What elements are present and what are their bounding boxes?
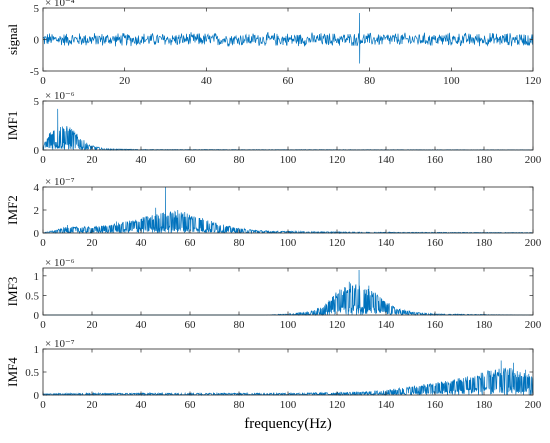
x-tick-label: 160 <box>427 319 444 331</box>
x-tick-label: 80 <box>234 399 246 411</box>
x-tick-label: 80 <box>364 75 376 87</box>
axis-exponent: × 10⁻⁷ <box>45 338 75 350</box>
axis-exponent: × 10⁻⁷ <box>45 176 75 188</box>
y-tick-label: 1 <box>34 344 40 356</box>
x-tick-label: 40 <box>136 154 148 166</box>
x-tick-label: 140 <box>378 154 395 166</box>
x-tick-label: 40 <box>136 399 148 411</box>
x-tick-label: 200 <box>525 154 542 166</box>
x-tick-label: 40 <box>201 75 213 87</box>
y-axis-label: signal <box>5 24 20 55</box>
y-tick-label: 0 <box>34 145 40 157</box>
y-axis-label: IMF2 <box>5 195 20 225</box>
series-line-imf4 <box>42 360 534 397</box>
x-tick-label: 160 <box>427 237 444 249</box>
x-tick-label: 60 <box>283 75 295 87</box>
x-tick-label: 160 <box>427 154 444 166</box>
y-tick-label: 4 <box>34 182 40 194</box>
x-tick-label: 140 <box>378 319 395 331</box>
x-tick-label: 60 <box>185 319 197 331</box>
y-tick-label: 2 <box>34 205 40 217</box>
y-axis-label: IMF3 <box>5 277 20 307</box>
x-tick-label: 180 <box>476 154 493 166</box>
x-tick-label: 60 <box>185 399 197 411</box>
plot-area <box>43 268 533 315</box>
x-tick-label: 40 <box>136 237 148 249</box>
y-axis-label: IMF1 <box>5 111 20 141</box>
x-tick-label: 120 <box>329 237 346 249</box>
x-tick-label: 80 <box>234 319 246 331</box>
x-tick-label: 140 <box>378 399 395 411</box>
x-tick-label: 0 <box>40 154 46 166</box>
y-tick-label: 5 <box>34 96 40 108</box>
panel-imf3: 0 20 40 60 80 100 120 140 160 180 200 0 0.5 1 × 10⁻⁶ IM… <box>5 257 542 331</box>
x-tick-label: 180 <box>476 319 493 331</box>
x-tick-label: 100 <box>443 75 460 87</box>
y-tick-label: -5 <box>30 66 40 78</box>
axis-exponent: × 10⁻⁶ <box>45 90 75 102</box>
x-tick-label: 80 <box>234 154 246 166</box>
y-tick-label: 1 <box>34 271 40 283</box>
x-tick-label: 120 <box>329 154 346 166</box>
x-tick-label: 60 <box>185 237 197 249</box>
y-tick-label: 0 <box>34 390 40 402</box>
x-tick-label: 120 <box>329 319 346 331</box>
x-tick-label: 120 <box>525 75 542 87</box>
x-tick-label: 100 <box>280 237 297 249</box>
x-axis-label: frequency(Hz) <box>244 416 331 432</box>
y-tick-label: 0 <box>34 35 40 47</box>
x-tick-label: 100 <box>280 319 297 331</box>
y-tick-label: 0.5 <box>25 290 39 302</box>
x-tick-label: 180 <box>476 237 493 249</box>
x-tick-label: 100 <box>280 399 297 411</box>
panel-imf1: 0 20 40 60 80 100 120 140 160 180 200 0 5 × 10⁻⁶ IMF1 <box>5 90 542 166</box>
y-tick-label: 0 <box>34 310 40 322</box>
x-tick-label: 40 <box>136 319 148 331</box>
x-tick-label: 0 <box>40 399 46 411</box>
x-tick-label: 20 <box>87 237 99 249</box>
x-tick-label: 0 <box>40 237 46 249</box>
x-tick-label: 0 <box>40 75 46 87</box>
plot-area <box>43 101 533 150</box>
y-axis-label: IMF4 <box>5 357 20 387</box>
x-tick-label: 200 <box>525 237 542 249</box>
x-tick-label: 80 <box>234 237 246 249</box>
x-tick-label: 100 <box>280 154 297 166</box>
x-tick-label: 20 <box>87 319 99 331</box>
plot-area <box>43 187 533 233</box>
x-tick-label: 120 <box>329 399 346 411</box>
x-tick-label: 180 <box>476 399 493 411</box>
series-line-signal <box>42 13 534 64</box>
y-tick-label: 5 <box>34 3 40 15</box>
x-tick-label: 20 <box>87 399 99 411</box>
x-tick-label: 0 <box>40 319 46 331</box>
y-tick-label: 0.5 <box>25 367 39 379</box>
x-tick-label: 200 <box>525 319 542 331</box>
x-tick-label: 60 <box>185 154 197 166</box>
axis-exponent: × 10⁻⁴ <box>45 0 75 9</box>
x-tick-label: 20 <box>87 154 99 166</box>
axis-exponent: × 10⁻⁶ <box>45 257 75 269</box>
x-tick-label: 160 <box>427 399 444 411</box>
panel-imf4: 0 20 40 60 80 100 120 140 160 180 200 0 0.5 1 × 10⁻⁷ IM… <box>5 338 542 432</box>
x-tick-label: 200 <box>525 399 542 411</box>
y-tick-label: 0 <box>34 228 40 240</box>
x-tick-label: 20 <box>119 75 131 87</box>
x-tick-label: 140 <box>378 237 395 249</box>
panel-imf2: 0 20 40 60 80 100 120 140 160 180 200 0 2 4 × 10⁻⁷ IMF2 <box>5 176 542 249</box>
